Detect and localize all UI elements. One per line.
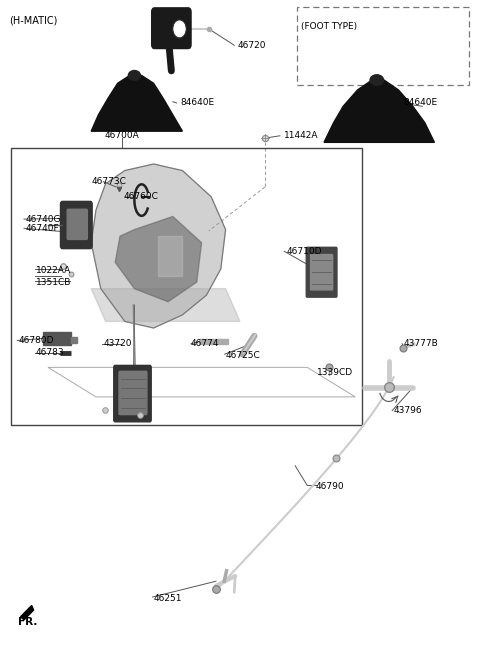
Ellipse shape — [370, 75, 384, 85]
FancyBboxPatch shape — [152, 8, 191, 49]
Text: 1339CD: 1339CD — [317, 368, 353, 377]
Polygon shape — [71, 337, 77, 343]
Text: 46780D: 46780D — [18, 336, 54, 345]
FancyBboxPatch shape — [114, 365, 151, 422]
Ellipse shape — [128, 70, 140, 80]
Text: (H-MATIC): (H-MATIC) — [9, 15, 57, 25]
Text: 43777B: 43777B — [403, 339, 438, 348]
Polygon shape — [324, 80, 434, 142]
FancyBboxPatch shape — [67, 209, 87, 239]
FancyBboxPatch shape — [311, 255, 333, 290]
FancyBboxPatch shape — [60, 201, 92, 249]
Text: 84640E: 84640E — [403, 98, 437, 108]
Text: 84640E: 84640E — [180, 98, 214, 108]
Polygon shape — [91, 289, 240, 321]
Text: 46725C: 46725C — [226, 351, 260, 360]
Text: 1351CB: 1351CB — [36, 277, 72, 287]
Text: 46720: 46720 — [238, 41, 266, 50]
Text: 46773C: 46773C — [91, 177, 126, 186]
Text: 46740G: 46740G — [25, 215, 61, 224]
Polygon shape — [21, 605, 34, 620]
Text: 43720: 43720 — [103, 339, 132, 348]
Text: 1022AA: 1022AA — [36, 266, 71, 275]
Circle shape — [174, 21, 185, 37]
Polygon shape — [199, 339, 228, 344]
Text: 46740F: 46740F — [25, 224, 59, 233]
Text: 11442A: 11442A — [284, 131, 319, 140]
Text: 46790: 46790 — [316, 482, 345, 491]
Bar — [297, 7, 469, 85]
FancyBboxPatch shape — [306, 247, 337, 297]
Text: (FOOT TYPE): (FOOT TYPE) — [301, 22, 358, 31]
Text: FR.: FR. — [18, 617, 37, 627]
Polygon shape — [158, 236, 182, 276]
Polygon shape — [43, 332, 71, 345]
Text: 46760C: 46760C — [124, 192, 159, 201]
Text: 46774: 46774 — [191, 339, 219, 348]
Bar — [11, 148, 362, 425]
Text: 43796: 43796 — [394, 406, 422, 415]
Polygon shape — [115, 216, 202, 302]
Text: 46251: 46251 — [154, 594, 182, 603]
Polygon shape — [91, 75, 182, 131]
Polygon shape — [91, 164, 226, 328]
FancyBboxPatch shape — [119, 371, 147, 415]
Text: 46700A: 46700A — [105, 131, 140, 140]
Text: 46710D: 46710D — [287, 247, 323, 256]
Text: 46783: 46783 — [36, 348, 65, 358]
